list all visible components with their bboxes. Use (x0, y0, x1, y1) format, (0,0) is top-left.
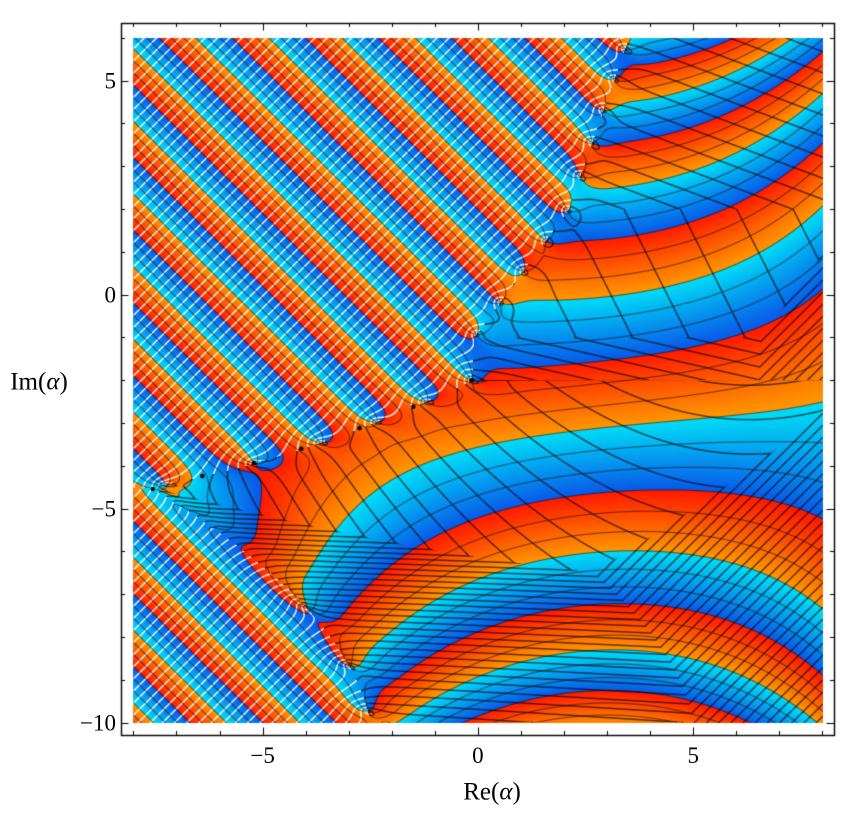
y-tick-label-neg5: −5 (91, 496, 116, 522)
x-tick-label-0: 0 (472, 743, 484, 768)
y-tick-label-neg10: −10 (80, 710, 116, 736)
x-axis-title-pre: Re( (463, 778, 500, 806)
y-axis-title: Im(α) (10, 370, 68, 395)
y-axis-title-symbol: α (46, 368, 60, 396)
y-tick-label-5: 5 (104, 68, 117, 94)
x-axis-title-post: ) (512, 778, 521, 806)
x-tick-label-neg5: −5 (250, 743, 275, 768)
y-axis-title-post: ) (59, 368, 68, 396)
y-tick-label-0: 0 (104, 282, 117, 308)
x-axis-title-symbol: α (499, 778, 513, 806)
x-axis-title: Re(α) (463, 780, 521, 805)
y-axis-title-pre: Im( (10, 368, 47, 396)
x-tick-label-5: 5 (687, 743, 699, 768)
